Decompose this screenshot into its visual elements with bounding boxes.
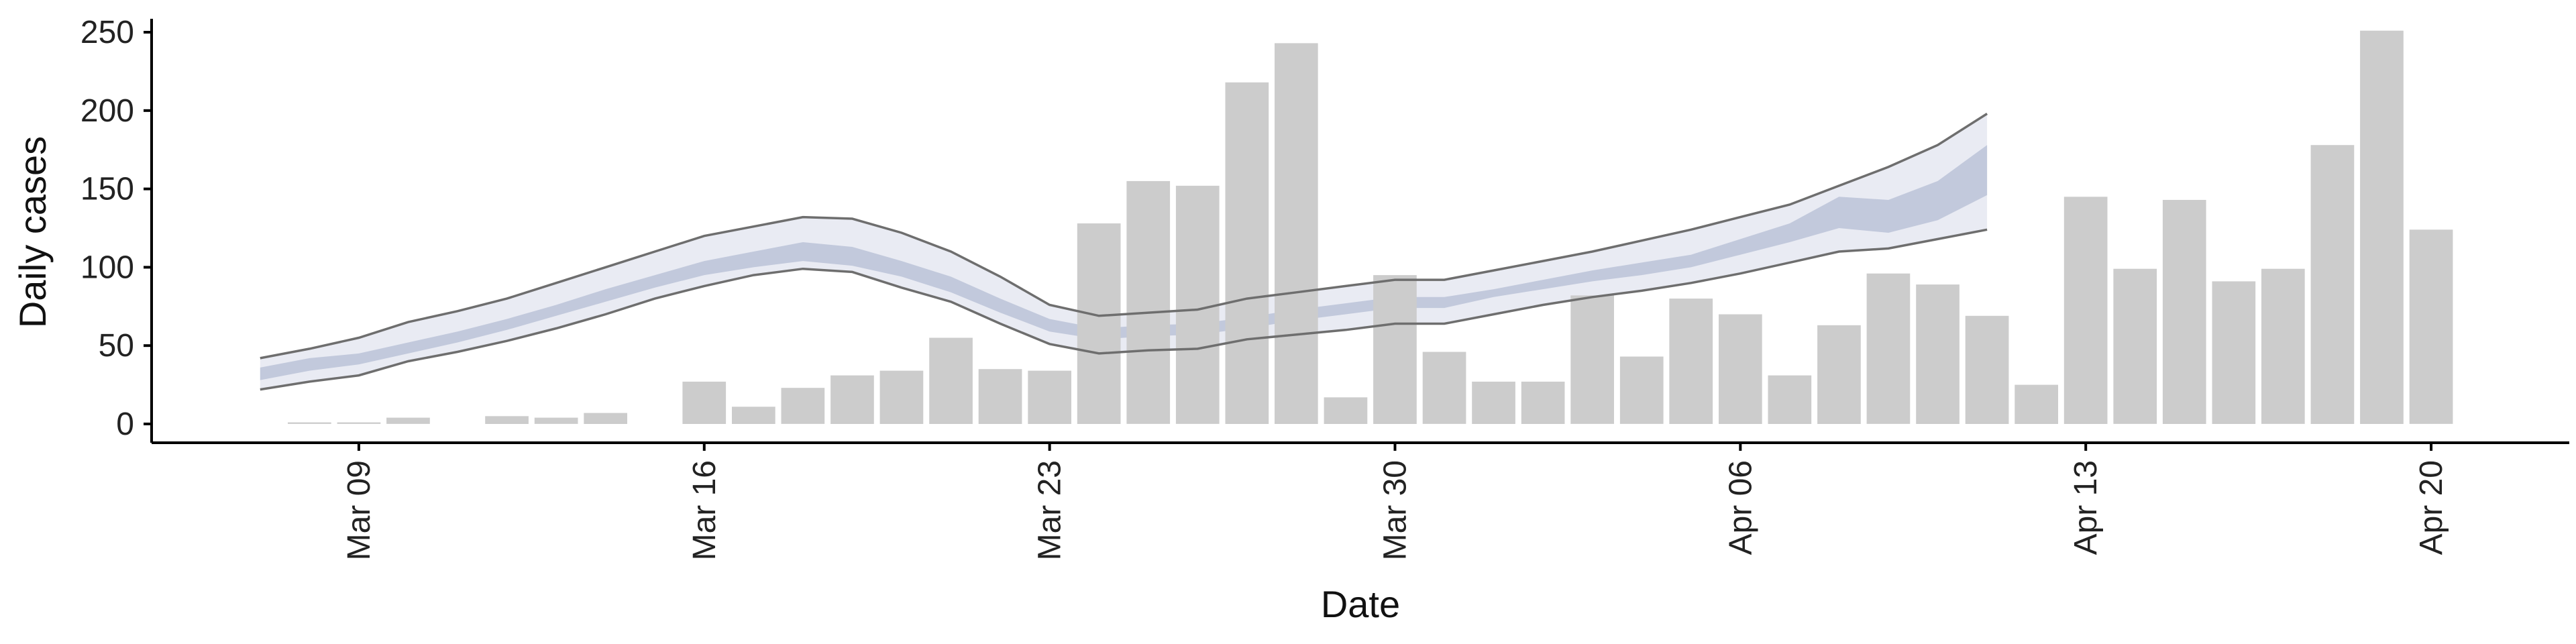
inner-interval-band bbox=[260, 145, 1988, 380]
bar-mar-20 bbox=[879, 370, 924, 424]
bar-mar-12 bbox=[485, 416, 529, 424]
bar-mar-09 bbox=[337, 422, 381, 424]
bar-apr-12 bbox=[2015, 384, 2058, 424]
y-axis-title: Daily cases bbox=[11, 136, 54, 328]
bar-apr-13 bbox=[2063, 197, 2108, 424]
bar-mar-13 bbox=[534, 417, 578, 424]
bar-apr-16 bbox=[2212, 281, 2256, 424]
bar-mar-18 bbox=[781, 388, 825, 424]
bar-mar-14 bbox=[584, 413, 627, 424]
bar-mar-27 bbox=[1225, 82, 1269, 425]
bar-mar-19 bbox=[830, 375, 874, 424]
bar-apr-19 bbox=[2360, 30, 2404, 424]
x-tick-label: Mar 23 bbox=[1032, 460, 1068, 560]
x-tick-label: Apr 20 bbox=[2414, 460, 2449, 555]
bar-apr-15 bbox=[2162, 200, 2206, 424]
x-tick-label: Mar 16 bbox=[687, 460, 722, 560]
bar-mar-30 bbox=[1373, 275, 1417, 424]
bar-apr-09 bbox=[1866, 273, 1911, 424]
bar-apr-05 bbox=[1669, 299, 1713, 424]
bar-apr-17 bbox=[2261, 268, 2305, 424]
bar-mar-31 bbox=[1422, 352, 1466, 424]
y-tick-label: 0 bbox=[116, 407, 134, 442]
y-tick-label: 50 bbox=[99, 328, 134, 364]
bar-mar-28 bbox=[1275, 43, 1318, 424]
bar-mar-17 bbox=[732, 407, 775, 424]
bar-apr-11 bbox=[1965, 315, 2009, 424]
bar-mar-16 bbox=[682, 381, 727, 424]
bar-mar-26 bbox=[1175, 185, 1220, 424]
bar-apr-04 bbox=[1619, 356, 1664, 424]
bars-layer bbox=[260, 30, 2453, 425]
bar-mar-25 bbox=[1126, 180, 1171, 424]
x-tick-label: Apr 13 bbox=[2068, 460, 2104, 555]
y-tick-label: 100 bbox=[80, 250, 134, 285]
bar-mar-22 bbox=[978, 369, 1022, 424]
bar-mar-10 bbox=[386, 417, 430, 424]
x-tick-label: Mar 09 bbox=[341, 460, 377, 560]
bar-apr-14 bbox=[2113, 268, 2157, 424]
bar-mar-21 bbox=[929, 337, 973, 424]
bar-apr-18 bbox=[2310, 145, 2355, 424]
bar-mar-08 bbox=[288, 422, 331, 424]
bar-apr-06 bbox=[1719, 314, 1762, 424]
bar-apr-08 bbox=[1817, 325, 1861, 424]
bar-apr-02 bbox=[1521, 381, 1565, 424]
y-tick-label: 200 bbox=[80, 93, 134, 129]
y-tick-label: 250 bbox=[80, 15, 134, 50]
y-tick-label: 150 bbox=[80, 172, 134, 207]
projection-band-layer bbox=[260, 113, 1988, 390]
bar-apr-01 bbox=[1472, 381, 1515, 424]
bar-apr-10 bbox=[1916, 284, 1960, 424]
bar-mar-29 bbox=[1324, 397, 1368, 424]
bar-mar-23 bbox=[1028, 370, 1071, 424]
upper-bound-line bbox=[260, 113, 1988, 360]
x-tick-label: Mar 30 bbox=[1378, 460, 1413, 560]
bar-apr-03 bbox=[1570, 295, 1614, 424]
bar-apr-20 bbox=[2409, 229, 2453, 424]
lower-bound-line bbox=[260, 228, 1988, 391]
bar-mar-24 bbox=[1077, 223, 1121, 424]
x-axis-title: Date bbox=[1321, 583, 1400, 625]
axes-layer: 0 50 100 150 200 250 Mar 09 Mar 16 Mar 23 Mar 30 A… bbox=[80, 15, 2569, 560]
x-tick-label: Apr 06 bbox=[1723, 460, 1758, 555]
bar-apr-07 bbox=[1768, 375, 1812, 424]
